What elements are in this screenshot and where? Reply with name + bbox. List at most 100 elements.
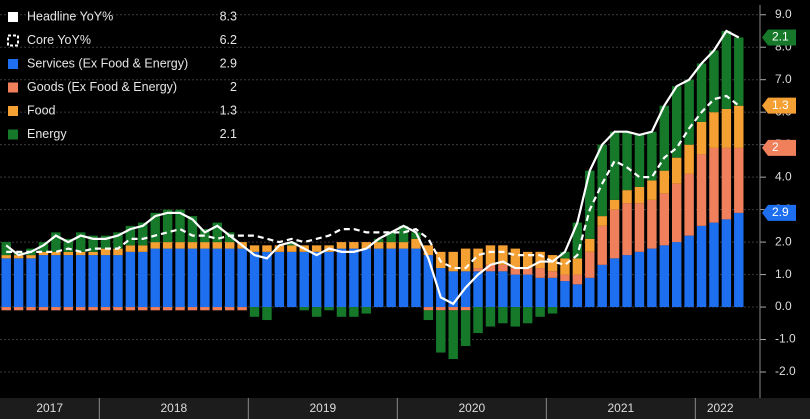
bar-segment <box>150 307 160 311</box>
legend-label: Core YoY% <box>27 33 91 47</box>
bar-segment <box>734 147 744 213</box>
bar-segment <box>187 216 198 243</box>
bar-segment <box>436 268 446 308</box>
bar-segment <box>510 274 521 308</box>
bar-segment <box>138 251 148 308</box>
bar-segment <box>597 144 607 217</box>
bar-segment <box>423 245 434 256</box>
bar-segment <box>349 242 359 249</box>
bar-segment <box>622 255 632 308</box>
x-axis-band <box>0 398 810 419</box>
bar-segment <box>150 242 160 249</box>
bar-segment <box>162 307 173 311</box>
bar-segment <box>237 307 247 311</box>
bar-segment <box>212 248 223 308</box>
bar-segment <box>411 248 421 308</box>
legend-value: 2 <box>230 80 237 94</box>
bar-segment <box>212 307 223 311</box>
bar-segment <box>63 255 74 308</box>
bar-segment <box>510 268 521 275</box>
bar-segment <box>1 255 11 259</box>
bar-segment <box>609 131 620 200</box>
bar-segment <box>88 235 98 252</box>
bar-segment <box>51 232 61 252</box>
bar-segment <box>535 307 545 317</box>
bar-segment <box>634 251 645 308</box>
bar-segment <box>113 248 123 256</box>
bar-segment <box>671 242 682 308</box>
bar-segment <box>684 235 694 308</box>
bar-segment <box>26 307 36 311</box>
bar-segment <box>398 248 409 308</box>
value-tag-label: 2.1 <box>772 30 789 44</box>
legend-label: Goods (Ex Food & Energy) <box>27 80 177 94</box>
bar-segment <box>547 277 558 308</box>
bar-segment <box>560 258 570 275</box>
line-series <box>5 29 740 306</box>
bar-segment <box>547 271 558 278</box>
bar-segment <box>659 193 670 246</box>
bar-segment <box>572 222 583 259</box>
bar-segment <box>609 209 620 259</box>
bar-segment <box>696 154 707 226</box>
legend-value: 1.3 <box>220 103 237 117</box>
bar-segment <box>249 307 260 317</box>
value-tag <box>762 97 796 114</box>
legend-swatch <box>8 106 18 116</box>
bar-segment <box>647 131 657 181</box>
bar-segment <box>1 258 11 308</box>
bar-segment <box>659 105 670 171</box>
bar-segment <box>423 255 434 308</box>
bar-segment <box>38 251 49 256</box>
bar-segment <box>622 190 632 204</box>
bar-segment <box>659 170 670 194</box>
legend-swatch <box>8 129 18 140</box>
bar-segment <box>373 248 384 308</box>
bar-segment <box>709 112 719 148</box>
bar-segment <box>26 258 36 308</box>
bar-segment <box>560 251 570 259</box>
legend-swatch <box>8 59 18 69</box>
bar-segment <box>349 248 359 308</box>
bar-segment <box>721 147 732 220</box>
legend-swatch <box>7 34 19 47</box>
bar-segment <box>460 310 471 347</box>
bar-segment <box>38 307 49 311</box>
bar-segment <box>585 277 595 308</box>
bar-segment <box>224 242 235 249</box>
bar-segment <box>262 245 272 252</box>
bar-segment <box>249 245 260 252</box>
bar-segment <box>498 271 508 308</box>
bar-segment <box>224 232 235 243</box>
bar-segment <box>448 251 458 272</box>
y-tick-label: 4.0 <box>775 169 792 183</box>
bar-segment <box>696 225 707 308</box>
bar-segment <box>138 245 148 252</box>
bar-segment <box>572 284 583 308</box>
x-tick-label: 2020 <box>458 401 485 415</box>
bar-segment <box>175 307 185 311</box>
x-tick-label: 2021 <box>607 401 634 415</box>
bar-segment <box>336 248 347 308</box>
bar-segment <box>361 242 372 249</box>
bar-segment <box>485 245 496 265</box>
bar-segment <box>187 248 198 308</box>
bar-segment <box>671 157 682 184</box>
bar-segment <box>125 251 136 308</box>
legend-value: 2.1 <box>220 127 237 141</box>
bar-segment <box>473 268 483 272</box>
bar-segment <box>622 131 632 191</box>
bar-segment <box>522 251 533 269</box>
bar-segment <box>473 307 483 334</box>
y-tick-label: 2.0 <box>775 234 792 248</box>
bar-segment <box>510 248 521 269</box>
bar-segment <box>200 248 210 308</box>
bar-segment <box>597 264 607 308</box>
bar-segment <box>535 277 545 308</box>
bar-segment <box>324 307 334 311</box>
bar-segment <box>187 242 198 249</box>
bar-segment <box>287 242 297 246</box>
bar-segment <box>485 271 496 308</box>
bar-segment <box>734 212 744 308</box>
